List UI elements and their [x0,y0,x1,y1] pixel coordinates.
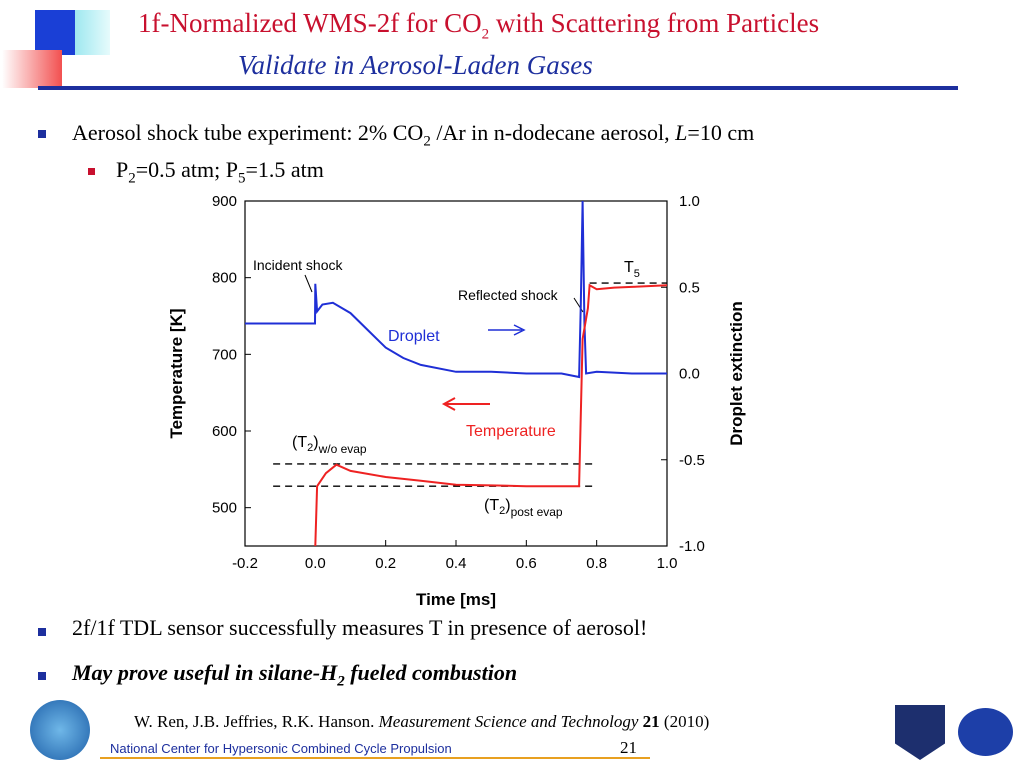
bullet-marker [38,672,46,680]
annotation: (T2)w/o evap [292,434,367,456]
x-tick-label: 0.2 [375,555,396,572]
x-axis-label: Time [ms] [416,590,496,609]
y-tick-label: 900 [212,193,237,210]
x-tick-label: 0.8 [586,555,607,572]
bullet: Aerosol shock tube experiment: 2% CO2 /A… [72,120,755,150]
series-line [245,200,667,379]
logo [30,700,90,760]
x-tick-label: -0.2 [232,555,258,572]
legend-label: Temperature [466,423,556,440]
deco [35,10,75,55]
y-tick-label: 500 [212,500,237,517]
bullet: May prove useful in silane-H2 fueled com… [72,660,518,690]
logo [958,708,1013,756]
footer-org: National Center for Hypersonic Combined … [110,741,452,756]
deco [75,10,110,55]
title: 1f-Normalized WMS-2f for CO2 with Scatte… [138,8,820,43]
bullet: 2f/1f TDL sensor successfully measures T… [72,615,648,640]
x-tick-label: 0.0 [305,555,326,572]
annotation: Incident shock [253,257,343,273]
page-number: 21 [620,738,637,757]
series-line [314,283,668,547]
x-tick-label: 0.4 [446,555,467,572]
x-tick-label: 1.0 [657,555,678,572]
y2-axis-label: Droplet extinction [727,301,746,446]
rule [38,86,958,90]
annotation: (T2)post evap [484,497,563,519]
legend-label: Droplet [388,328,440,345]
arrow [513,324,526,336]
y2-tick-label: -0.5 [679,452,705,469]
plot-frame [244,200,668,547]
arrow [441,397,456,411]
citation: W. Ren, J.B. Jeffries, R.K. Hanson. Meas… [134,712,710,731]
y2-tick-label: -1.0 [679,538,705,555]
y2-tick-label: 0.0 [679,366,700,383]
bullet-marker [38,628,46,636]
y-tick-label: 700 [212,346,237,363]
annotation: T5 [624,259,640,280]
deco [2,50,62,88]
y-tick-label: 800 [212,270,237,287]
bullet-marker [88,168,95,175]
rule [100,757,650,759]
y-tick-label: 600 [212,423,237,440]
annotation: Reflected shock [458,287,559,303]
bullet: P2=0.5 atm; P5=1.5 atm [116,157,324,187]
bullet-marker [38,130,46,138]
y2-tick-label: 0.5 [679,279,700,296]
annotation-arrow [304,274,313,293]
x-tick-label: 0.6 [516,555,537,572]
y2-tick-label: 1.0 [679,193,700,210]
subtitle: Validate in Aerosol-Laden Gases [238,50,593,80]
y-axis-label: Temperature [K] [167,308,186,438]
